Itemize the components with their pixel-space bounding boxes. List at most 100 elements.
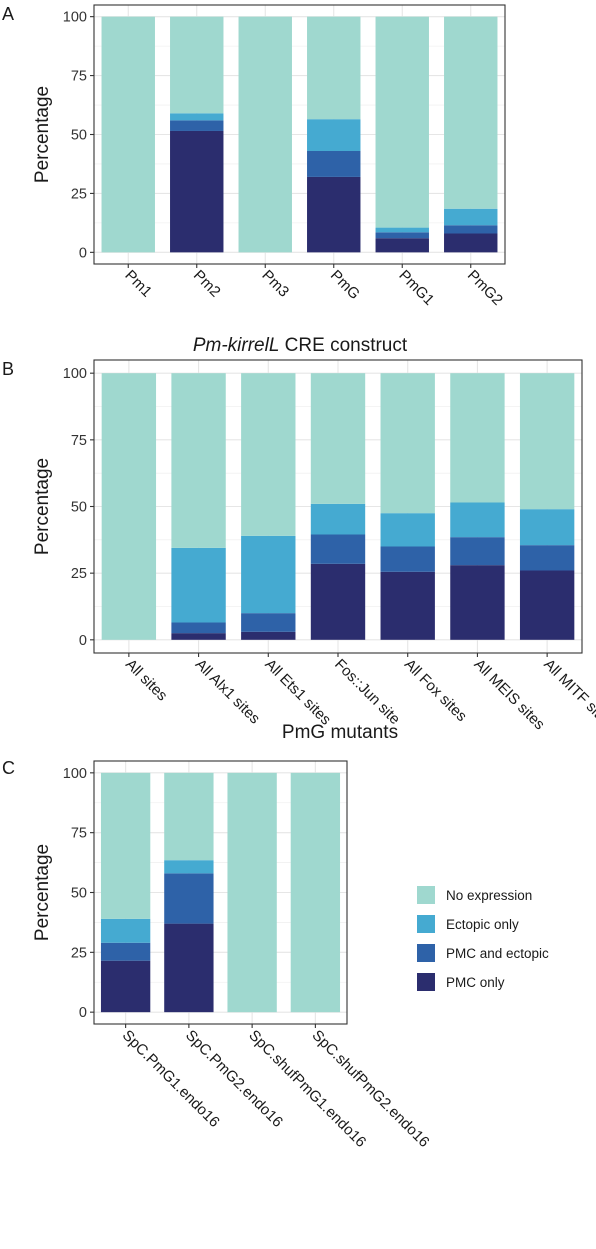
x-tick-label: Pm1	[121, 267, 155, 301]
panel-letter: C	[2, 758, 15, 778]
bar-no-expression	[164, 772, 214, 861]
bar-pmc-only	[450, 565, 505, 640]
panel-c: C 0 25 50 75 100 Percentage SpC.PmG1.endo16SpC.…	[2, 758, 433, 1151]
bar-pmc-only	[171, 633, 226, 640]
y-axis: 0 25 50 75 100	[63, 766, 94, 1021]
bar-ectopic-only	[375, 227, 429, 233]
bar-pmc-and-ectopic	[380, 546, 435, 572]
legend-swatch	[417, 886, 435, 904]
legend-label: PMC and ectopic	[446, 946, 549, 961]
y-tick-label: 0	[79, 245, 87, 261]
bar-ectopic-only	[307, 119, 361, 151]
bar-pmc-and-ectopic	[171, 622, 226, 634]
y-axis-title: Percentage	[32, 844, 53, 941]
bar-pmc-and-ectopic	[444, 225, 498, 234]
x-tick-label: All Alx1 sites	[192, 656, 264, 728]
bar-no-expression	[101, 373, 157, 640]
panel-letter: B	[2, 359, 14, 379]
gridlines	[94, 5, 505, 264]
bar-ectopic-only	[444, 208, 498, 226]
bar-pmc-only	[380, 571, 435, 640]
x-axis-title: Pm-kirrelL CRE construct	[193, 335, 408, 356]
panel-a: A 0 25 50 75 100 Percentage Pm1 Pm2 Pm3 PmG PmG1 PmG…	[2, 4, 506, 356]
x-tick-label: All Ets1 sites	[261, 656, 334, 729]
bar-ectopic-only	[164, 860, 214, 874]
y-tick-label: 100	[63, 10, 87, 26]
bar-no-expression	[380, 373, 435, 514]
bar-pmc-and-ectopic	[164, 873, 214, 924]
bar-pmc-and-ectopic	[170, 120, 224, 131]
bar-pmc-only	[310, 563, 366, 640]
bar-no-expression	[307, 16, 361, 120]
bar-no-expression	[100, 772, 151, 919]
legend-label: Ectopic only	[446, 917, 519, 932]
bar-pmc-only	[170, 130, 224, 253]
bar-ectopic-only	[170, 113, 224, 121]
bar-no-expression	[450, 373, 505, 503]
bars	[100, 772, 341, 1013]
bar-no-expression	[101, 16, 155, 253]
panel-b: B 0 25 50 75 100 Percentage All sites All Alx1 s…	[2, 359, 596, 743]
y-tick-label: 100	[63, 766, 87, 782]
bar-no-expression	[238, 16, 292, 253]
bar-pmc-and-ectopic	[307, 150, 361, 177]
y-tick-label: 25	[71, 566, 87, 582]
x-axis: Pm1 Pm2 Pm3 PmG PmG1 PmG2	[121, 264, 506, 309]
y-axis-title: Percentage	[32, 458, 53, 555]
bar-pmc-and-ectopic	[241, 613, 296, 632]
y-axis-title: Percentage	[32, 86, 53, 183]
bar-no-expression	[519, 373, 575, 510]
y-tick-label: 25	[71, 945, 87, 961]
bar-pmc-and-ectopic	[450, 537, 505, 566]
x-axis-title-rest: CRE construct	[279, 335, 407, 356]
bar-no-expression	[171, 373, 226, 548]
y-tick-label: 100	[63, 366, 87, 382]
bar-pmc-only	[444, 233, 498, 253]
bars	[101, 373, 575, 640]
x-tick-label: All MEIS sites	[471, 656, 548, 733]
x-tick-label: SpC.shufPmG1.endo16	[245, 1027, 369, 1151]
bar-pmc-only	[164, 923, 214, 1013]
x-tick-label: All sites	[122, 656, 171, 705]
y-tick-label: 50	[71, 500, 87, 516]
y-tick-label: 50	[71, 886, 87, 902]
bar-ectopic-only	[519, 509, 575, 546]
bar-pmc-and-ectopic	[310, 534, 366, 564]
y-tick-label: 50	[71, 128, 87, 144]
legend-swatch	[417, 944, 435, 962]
y-tick-label: 75	[71, 826, 87, 842]
x-axis: SpC.PmG1.endo16SpC.PmG2.endo16SpC.shufPm…	[119, 1024, 433, 1151]
y-axis: 0 25 50 75 100	[63, 10, 94, 261]
bar-no-expression	[227, 772, 277, 1013]
legend-swatch	[417, 973, 435, 991]
bar-pmc-and-ectopic	[100, 942, 151, 961]
bar-ectopic-only	[171, 547, 226, 623]
x-tick-label: SpC.shufPmG2.endo16	[309, 1027, 433, 1151]
y-tick-label: 75	[71, 433, 87, 449]
legend-label: No expression	[446, 888, 532, 903]
legend-swatch	[417, 915, 435, 933]
bar-ectopic-only	[380, 513, 435, 547]
y-tick-label: 0	[79, 633, 87, 649]
y-tick-label: 25	[71, 186, 87, 202]
bar-no-expression	[170, 16, 224, 114]
bar-pmc-only	[307, 176, 361, 253]
bar-no-expression	[290, 772, 341, 1013]
x-tick-label: Pm3	[258, 267, 292, 301]
legend: No expression Ectopic only PMC and ectopic…	[417, 886, 549, 991]
bar-pmc-only	[100, 960, 151, 1013]
bar-no-expression	[375, 16, 429, 228]
y-axis: 0 25 50 75 100	[63, 366, 94, 649]
bar-ectopic-only	[100, 918, 151, 943]
bar-pmc-only	[519, 570, 575, 640]
bar-ectopic-only	[450, 502, 505, 538]
x-axis-title-italic: Pm-kirrelL	[193, 335, 280, 356]
panel-letter: A	[2, 4, 14, 24]
bar-pmc-and-ectopic	[519, 545, 575, 571]
bars	[101, 16, 498, 253]
legend-label: PMC only	[446, 975, 505, 990]
bar-no-expression	[444, 16, 498, 209]
y-tick-label: 0	[79, 1005, 87, 1021]
x-tick-label: PmG	[327, 267, 363, 303]
